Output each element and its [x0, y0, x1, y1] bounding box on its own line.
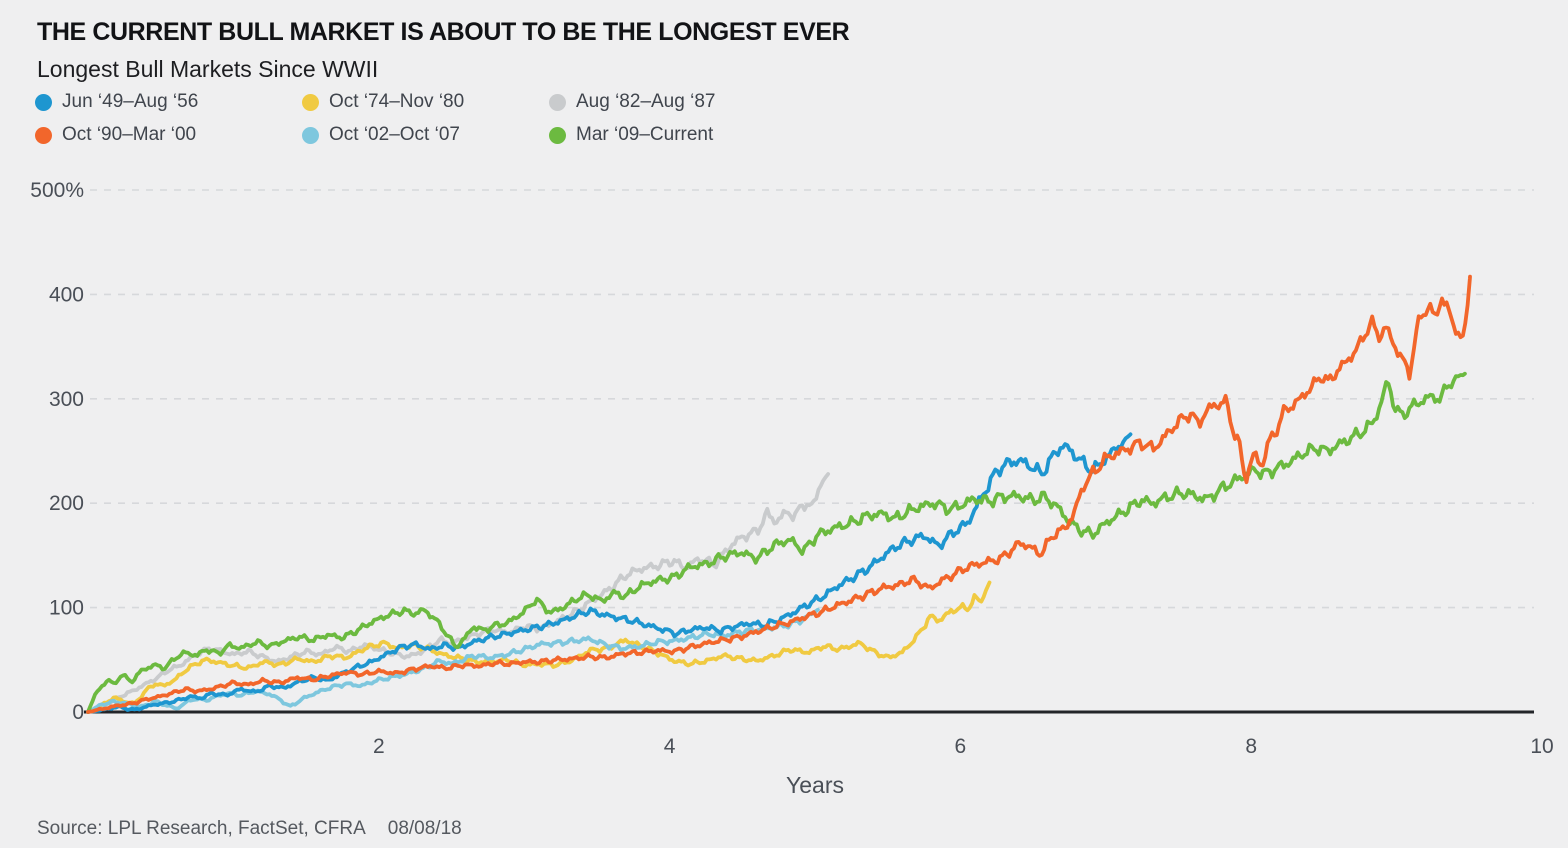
legend-item: Jun ‘49–Aug ‘56: [35, 91, 302, 113]
y-tick-label: 100: [49, 597, 84, 620]
series-line-1: [86, 432, 1133, 714]
series-line-4: [86, 274, 1472, 714]
source-line: Source: LPL Research, FactSet, CFRA 08/08…: [37, 818, 462, 840]
series-line-6: [86, 371, 1467, 714]
y-tick-label: 200: [49, 492, 84, 515]
legend-label: Mar ‘09–Current: [576, 124, 714, 145]
x-tick-label: 6: [955, 735, 967, 758]
legend-color-dot: [302, 126, 319, 144]
series-line-5: [86, 607, 820, 714]
x-tick-label: 10: [1530, 735, 1553, 758]
x-tick-label: 4: [664, 735, 676, 758]
series-line-3: [86, 472, 830, 714]
legend-label: Jun ‘49–Aug ‘56: [62, 91, 199, 112]
legend-label: Oct ‘02–Oct ‘07: [329, 124, 460, 145]
y-tick-label: 500%: [30, 179, 84, 202]
chart-title: THE CURRENT BULL MARKET IS ABOUT TO BE T…: [37, 18, 850, 46]
legend-item: Oct ‘02–Oct ‘07: [302, 124, 549, 146]
legend-label: Oct ‘74–Nov ‘80: [329, 91, 465, 112]
legend-color-dot: [549, 126, 566, 144]
legend-color-dot: [549, 93, 566, 111]
y-tick-label: 300: [49, 388, 84, 411]
legend-item: Oct ‘90–Mar ‘00: [35, 124, 302, 146]
legend-color-dot: [35, 93, 52, 111]
x-tick-label: 8: [1245, 735, 1257, 758]
source-text: Source: LPL Research, FactSet, CFRA: [37, 818, 366, 839]
legend-color-dot: [35, 126, 52, 144]
chart-subtitle: Longest Bull Markets Since WWII: [37, 56, 379, 82]
y-tick-label: 400: [49, 283, 84, 306]
legend-label: Oct ‘90–Mar ‘00: [62, 124, 197, 145]
source-date: 08/08/18: [387, 818, 462, 839]
legend-item: Aug ‘82–Aug ‘87: [549, 91, 715, 113]
chart-legend: Jun ‘49–Aug ‘56 Oct ‘74–Nov ‘80 Aug ‘82–Au…: [35, 91, 715, 146]
legend-label: Aug ‘82–Aug ‘87: [576, 91, 716, 112]
x-axis-title: Years: [786, 772, 844, 798]
legend-item: Mar ‘09–Current: [549, 124, 715, 146]
x-tick-label: 2: [373, 735, 385, 758]
legend-color-dot: [302, 93, 319, 111]
legend-item: Oct ‘74–Nov ‘80: [302, 91, 549, 113]
y-tick-label: 0: [72, 701, 84, 724]
